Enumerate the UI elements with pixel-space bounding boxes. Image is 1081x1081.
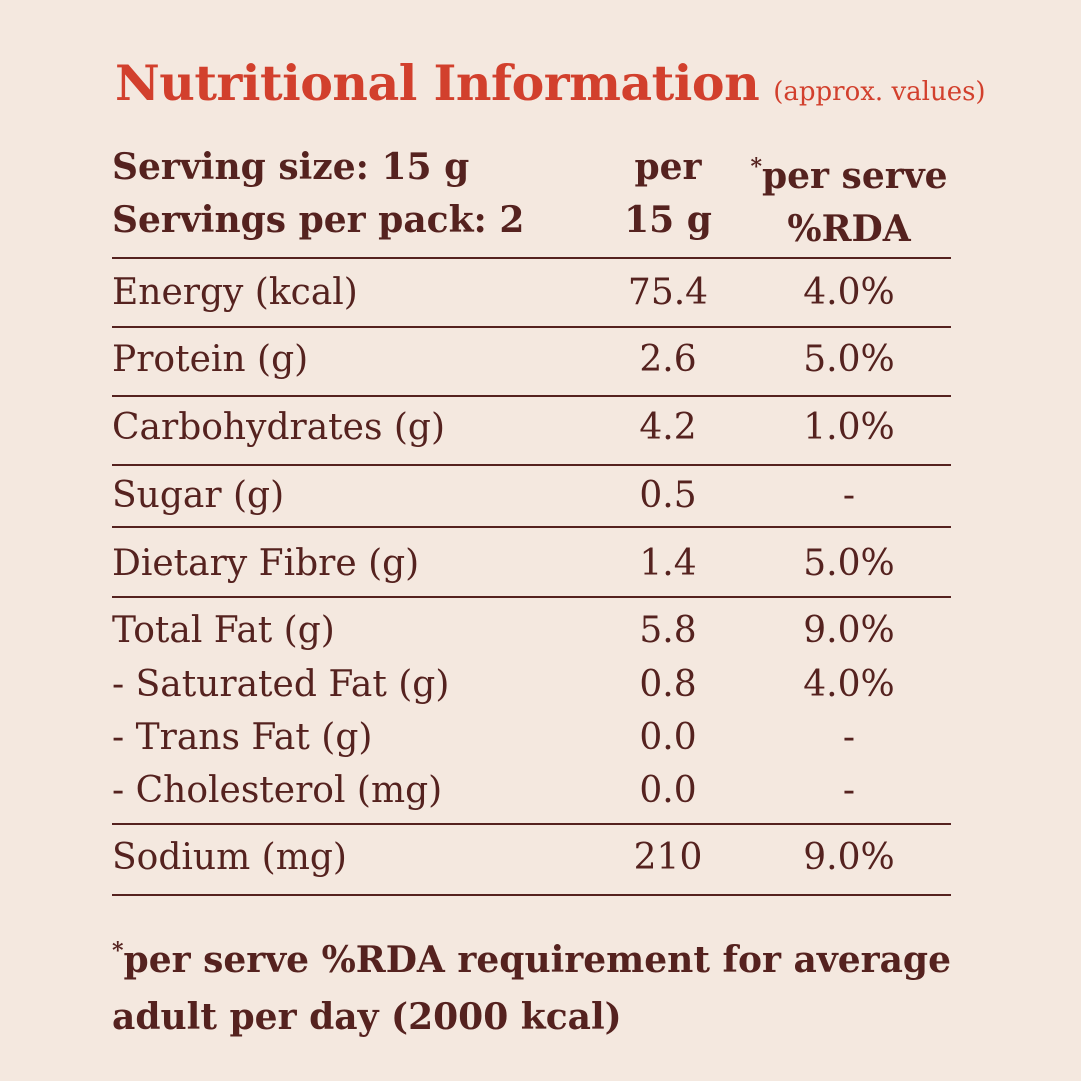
- per-header-line2: 15 g: [624, 199, 712, 241]
- per-15g-value: 0.5: [639, 475, 697, 516]
- table-divider: [112, 464, 951, 466]
- nutrient-name: - Saturated Fat (g): [112, 664, 450, 705]
- rda-value: 4.0%: [803, 664, 895, 705]
- table-divider: [112, 596, 951, 598]
- per-15g-value: 0.0: [639, 770, 697, 811]
- footnote-asterisk: *: [112, 938, 124, 964]
- rda-value: 5.0%: [803, 543, 895, 584]
- rda-column-header: *per serve %RDA: [740, 141, 958, 256]
- nutrient-name: - Cholesterol (mg): [112, 770, 443, 811]
- per-15g-value: 75.4: [627, 272, 709, 313]
- footnote-line1: per serve %RDA requirement for average: [123, 939, 952, 981]
- rda-value: 5.0%: [803, 339, 895, 380]
- rda-value: -: [842, 770, 856, 811]
- table-divider: [112, 526, 951, 528]
- serving-info-header: Serving size: 15 g Servings per pack: 2: [112, 141, 524, 247]
- nutrient-name: Total Fat (g): [112, 610, 335, 651]
- nutrient-name: Protein (g): [112, 339, 309, 380]
- rda-footnote: *per serve %RDA requirement for average …: [112, 923, 972, 1046]
- nutrient-name: - Trans Fat (g): [112, 717, 373, 758]
- table-divider: [112, 326, 951, 328]
- rda-value: 9.0%: [803, 610, 895, 651]
- rda-value: -: [842, 475, 856, 516]
- nutrient-name: Carbohydrates (g): [112, 407, 445, 448]
- rda-value: 9.0%: [803, 837, 895, 878]
- per-15g-value: 0.8: [639, 664, 697, 705]
- per-15g-value: 0.0: [639, 717, 697, 758]
- per-15g-column-header: per 15 g: [612, 141, 724, 247]
- rda-value: 4.0%: [803, 272, 895, 313]
- per-15g-value: 210: [633, 837, 703, 878]
- panel-title: Nutritional Information (approx. values): [115, 54, 986, 112]
- rda-value: -: [842, 717, 856, 758]
- rda-header-line2: %RDA: [787, 208, 911, 250]
- per-15g-value: 1.4: [639, 543, 697, 584]
- footnote-line2: adult per day (2000 kcal): [112, 996, 622, 1038]
- table-divider: [112, 395, 951, 397]
- rda-header-line1: per serve: [761, 155, 948, 197]
- rda-value: 1.0%: [803, 407, 895, 448]
- nutrient-name: Sugar (g): [112, 475, 285, 516]
- per-header-line1: per: [634, 146, 702, 188]
- title-subtitle: (approx. values): [773, 77, 986, 107]
- table-divider: [112, 823, 951, 825]
- serving-size-label: Serving size: 15 g: [112, 146, 470, 188]
- nutrient-name: Energy (kcal): [112, 272, 358, 313]
- nutrient-name: Dietary Fibre (g): [112, 543, 420, 584]
- rda-header-asterisk: *: [750, 154, 762, 180]
- servings-per-pack-label: Servings per pack: 2: [112, 199, 525, 241]
- per-15g-value: 4.2: [639, 407, 697, 448]
- table-divider: [112, 257, 951, 259]
- per-15g-value: 2.6: [639, 339, 697, 380]
- table-divider: [112, 894, 951, 896]
- nutrient-name: Sodium (mg): [112, 837, 347, 878]
- title-main: Nutritional Information: [115, 54, 760, 112]
- per-15g-value: 5.8: [639, 610, 697, 651]
